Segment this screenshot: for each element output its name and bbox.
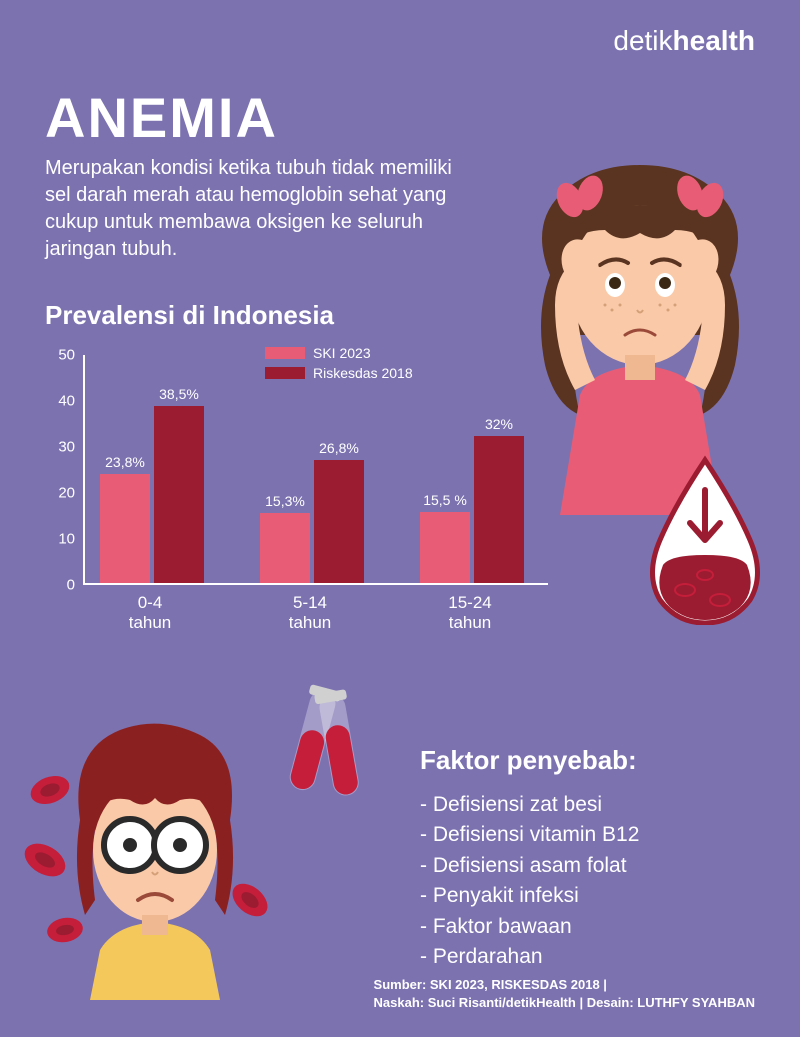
bar: 38,5% (154, 406, 204, 583)
credits: Sumber: SKI 2023, RISKESDAS 2018 | Naska… (374, 976, 755, 1012)
bar: 15,5 % (420, 512, 470, 583)
credits-line: Sumber: SKI 2023, RISKESDAS 2018 | (374, 976, 755, 994)
cause-item: Defisiensi vitamin B12 (420, 820, 639, 850)
prevalence-chart: SKI 2023 Riskesdas 2018 01020304050 23,8… (45, 345, 555, 655)
bar-value-label: 15,3% (260, 493, 310, 509)
page-title: ANEMIA (45, 85, 278, 150)
x-tick-label: 0-4tahun (90, 593, 210, 634)
bar: 23,8% (100, 474, 150, 583)
brand-part2: health (673, 25, 755, 56)
description-text: Merupakan kondisi ketika tubuh tidak mem… (45, 155, 475, 263)
bar-value-label: 32% (474, 416, 524, 432)
bar-group: 23,8%38,5% (100, 406, 220, 583)
y-tick: 40 (45, 393, 75, 410)
cause-item: Perdarahan (420, 942, 639, 972)
bar-value-label: 15,5 % (420, 492, 470, 508)
y-tick: 20 (45, 485, 75, 502)
y-tick: 50 (45, 347, 75, 364)
cause-item: Penyakit infeksi (420, 881, 639, 911)
bar-value-label: 23,8% (100, 454, 150, 470)
causes-title: Faktor penyebab: (420, 745, 637, 776)
cause-item: Defisiensi asam folat (420, 851, 639, 881)
y-tick: 0 (45, 577, 75, 594)
credits-line: Naskah: Suci Risanti/detikHealth | Desai… (374, 994, 755, 1012)
bar-group: 15,5 %32% (420, 436, 540, 583)
chart-plot: 23,8%38,5%15,3%26,8%15,5 %32% (83, 355, 548, 585)
bar-group: 15,3%26,8% (260, 460, 380, 583)
x-tick-label: 5-14tahun (250, 593, 370, 634)
x-tick-label: 15-24tahun (410, 593, 530, 634)
bar-value-label: 26,8% (314, 440, 364, 456)
brand-part1: detik (613, 25, 672, 56)
y-axis: 01020304050 (45, 355, 75, 585)
cause-item: Defisiensi zat besi (420, 790, 639, 820)
cause-item: Faktor bawaan (420, 912, 639, 942)
y-tick: 10 (45, 531, 75, 548)
blood-drop-icon (635, 455, 775, 625)
bar: 26,8% (314, 460, 364, 583)
test-tubes-icon (270, 680, 370, 820)
chart-title: Prevalensi di Indonesia (45, 300, 334, 331)
girl-glasses-illustration (20, 700, 280, 1000)
bar: 15,3% (260, 513, 310, 583)
y-tick: 30 (45, 439, 75, 456)
bar-value-label: 38,5% (154, 386, 204, 402)
brand-logo: detikhealth (613, 25, 755, 57)
causes-list: Defisiensi zat besiDefisiensi vitamin B1… (420, 790, 639, 973)
bar: 32% (474, 436, 524, 583)
